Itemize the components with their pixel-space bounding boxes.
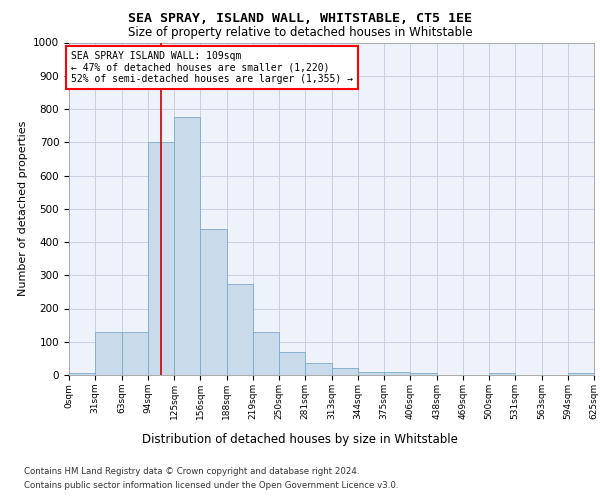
Bar [384, 372, 410, 375]
Bar [148, 142, 174, 375]
Bar [69, 374, 95, 375]
Bar [95, 332, 122, 375]
Bar [568, 374, 594, 375]
Bar [200, 228, 227, 375]
Bar [358, 372, 384, 375]
Text: SEA SPRAY, ISLAND WALL, WHITSTABLE, CT5 1EE: SEA SPRAY, ISLAND WALL, WHITSTABLE, CT5 … [128, 12, 472, 26]
Bar [253, 332, 279, 375]
Bar [174, 118, 200, 375]
Bar [122, 332, 148, 375]
Bar [332, 368, 358, 375]
Bar [489, 374, 515, 375]
Text: SEA SPRAY ISLAND WALL: 109sqm
← 47% of detached houses are smaller (1,220)
52% o: SEA SPRAY ISLAND WALL: 109sqm ← 47% of d… [71, 51, 353, 84]
Text: Distribution of detached houses by size in Whitstable: Distribution of detached houses by size … [142, 432, 458, 446]
Bar [305, 364, 332, 375]
Text: Size of property relative to detached houses in Whitstable: Size of property relative to detached ho… [128, 26, 472, 39]
Bar [410, 374, 437, 375]
Bar [279, 352, 305, 375]
Text: Contains HM Land Registry data © Crown copyright and database right 2024.: Contains HM Land Registry data © Crown c… [24, 468, 359, 476]
Text: Contains public sector information licensed under the Open Government Licence v3: Contains public sector information licen… [24, 481, 398, 490]
Bar [227, 284, 253, 375]
Y-axis label: Number of detached properties: Number of detached properties [17, 121, 28, 296]
